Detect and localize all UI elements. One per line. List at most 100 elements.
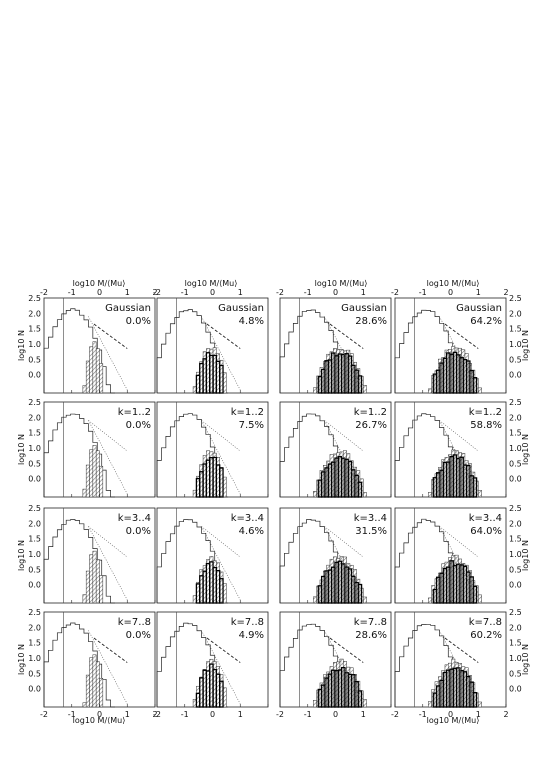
x-tick-label: -2 [276,710,284,719]
histogram-bar [92,341,97,394]
y-tick-label: 0.5 [28,565,41,574]
model-label: Gaussian [218,303,264,314]
panel-r4-c4: k=7..8 60.2% 2.5 2.0 1.5 1.0 0.5 0.0 log10 N -2 -1… [391,608,530,719]
y-tick-label: 0.0 [509,581,522,590]
dotted-reference-line [324,420,364,452]
x-tick-label: -1 [68,288,76,297]
y-tick-label: 1.0 [28,654,41,663]
x-tick-label: 0 [97,710,102,719]
y-tick-label: 1.5 [28,639,41,648]
fraction-label: 0.0% [126,630,151,641]
model-label: k=3..4 [354,513,387,524]
x-tick-label: 0 [448,288,453,297]
panel-r1-c1: Gaussian 0.0% 2.5 2.0 1.5 1.0 0.5 0.0 log10 N -2 -… [17,288,158,394]
model-label: k=7..8 [354,617,387,628]
x-tick-label: 1 [361,710,366,719]
y-tick-label: 1.5 [509,639,522,648]
histogram-bar [478,387,482,394]
y-tick-label: 0.0 [28,371,41,380]
y-tick-label: 1.5 [509,325,522,334]
histogram-bar [313,387,317,394]
y-axis-label: log10 N [17,540,26,571]
histogram-bar [95,348,100,394]
highlighted-bar [357,375,363,394]
dashed-powerlaw-line [206,323,241,349]
panel-r2-c3: k=1..2 26.7% [279,401,392,498]
highlighted-bar [357,583,363,604]
x-tick-label: 1 [476,710,481,719]
y-tick-label: 2.5 [28,294,41,303]
x-tick-label: 1 [476,288,481,297]
y-tick-label: 2.0 [509,519,522,528]
y-tick-label: 0.5 [28,669,41,678]
x-tick-label: -2 [276,288,284,297]
y-tick-label: 0.0 [509,371,522,380]
histogram-bar [428,492,432,498]
x-tick-label: 0 [448,710,453,719]
model-label: k=7..8 [469,617,502,628]
panel-r4-c3: k=7..8 28.6% -2 -1 0 1 [276,611,392,719]
histogram-bar [428,388,432,394]
panel-r1-c3: Gaussian 28.6% -2 -1 0 1 [276,288,392,394]
y-tick-label: 1.5 [509,429,522,438]
highlighted-bar [472,585,478,604]
dotted-reference-line [439,526,479,558]
dashed-powerlaw-line [329,323,364,349]
histogram-bar [89,346,94,394]
y-tick-label: 1.5 [28,429,41,438]
y-tick-label: 1.0 [509,654,522,663]
dashed-powerlaw-line [329,637,364,663]
dashed-powerlaw-line [206,637,241,663]
x-tick-label: 2 [152,288,157,297]
histogram-bar [95,450,100,498]
fraction-label: 58.8% [470,420,502,431]
fraction-label: 28.6% [355,316,387,327]
x-tick-label: -1 [419,288,427,297]
x-tick-label: -2 [40,710,48,719]
model-label: Gaussian [105,303,151,314]
parent-histogram [43,519,116,604]
dotted-reference-line [201,420,241,452]
histogram-bar [85,674,90,708]
y-axis-label: log10 N [17,330,26,361]
x-tick-label: 1 [125,288,130,297]
parent-histogram [43,622,116,708]
y-tick-label: 0.0 [28,581,41,590]
y-axis-label: log10 N [521,540,530,571]
y-tick-label: 2.5 [509,294,522,303]
x-tick-label: -2 [391,288,399,297]
x-tick-label: -1 [304,288,312,297]
x-tick-label: 1 [125,710,130,719]
model-label: k=1..2 [231,407,264,418]
y-tick-label: 2.0 [28,623,41,632]
y-tick-label: 2.0 [28,413,41,422]
dotted-reference-line [201,526,241,558]
x-tick-label: -1 [304,710,312,719]
y-tick-label: 0.0 [28,475,41,484]
y-tick-label: 2.0 [509,623,522,632]
histogram-bar [89,657,94,708]
highlighted-bar [472,377,478,394]
dashed-powerlaw-line [444,323,479,349]
y-tick-label: 2.0 [509,309,522,318]
histogram-bar [89,449,94,498]
fraction-label: 7.5% [239,420,264,431]
top-x-axis-label: log10 M/⟨Mu⟩ [73,279,126,288]
dotted-reference-line [88,526,128,558]
y-tick-label: 1.5 [28,535,41,544]
y-tick-label: 0.5 [509,669,522,678]
y-tick-label: 2.5 [509,608,522,617]
histogram-bar [313,596,317,604]
x-tick-label: 1 [238,288,243,297]
y-axis-label: log10 N [521,330,530,361]
y-tick-label: 2.0 [509,413,522,422]
y-tick-label: 1.0 [28,550,41,559]
fraction-label: 31.5% [355,526,387,537]
y-tick-label: 2.0 [28,519,41,528]
fraction-label: 60.2% [470,630,502,641]
x-tick-label: 0 [210,710,215,719]
fraction-label: 26.7% [355,420,387,431]
histogram-bar [99,678,104,708]
histogram-bar [363,385,367,394]
